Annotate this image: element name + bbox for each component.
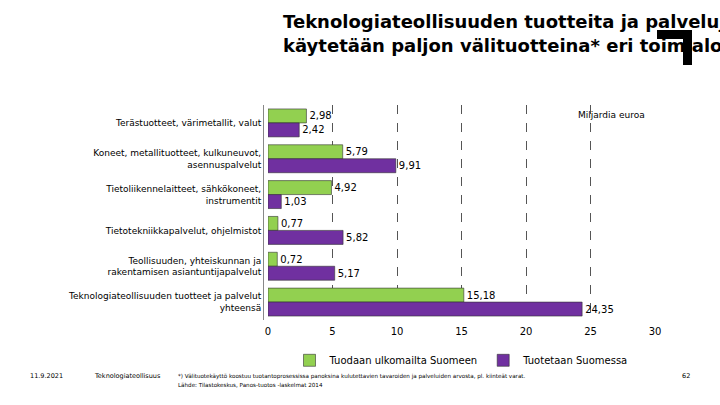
svg-text:5,82: 5,82 [346,232,368,243]
svg-text:0: 0 [265,326,271,337]
svg-text:Lähde: Tilastokeskus, Panos-tu: Lähde: Tilastokeskus, Panos-tuotos -lask… [178,382,323,388]
svg-text:30: 30 [649,326,662,337]
svg-text:10: 10 [391,326,404,337]
svg-text:Tietoliikennelaitteet, sähköko: Tietoliikennelaitteet, sähkökoneet,instr… [105,184,261,206]
svg-text:62: 62 [682,372,690,380]
svg-text:Teknologiateollisuus: Teknologiateollisuus [94,372,161,380]
svg-text:Koneet, metallituotteet, kulku: Koneet, metallituotteet, kulkuneuvot,ase… [93,148,261,170]
svg-text:5: 5 [329,326,335,337]
svg-text:Teknologiateollisuuden tuottee: Teknologiateollisuuden tuotteet ja palve… [68,291,262,313]
svg-text:5,17: 5,17 [338,268,360,279]
svg-text:5,79: 5,79 [346,146,368,157]
svg-text:11.9.2021: 11.9.2021 [30,372,63,380]
svg-text:15,18: 15,18 [467,290,496,301]
svg-text:15: 15 [455,326,468,337]
svg-text:Tuodaan ulkomailta Suomeen: Tuodaan ulkomailta Suomeen [329,355,478,366]
svg-text:9,91: 9,91 [399,160,421,171]
svg-text:Teknologiateollisuuden tuottei: Teknologiateollisuuden tuotteita ja palv… [283,11,720,55]
svg-text:2,98: 2,98 [309,110,331,121]
svg-text:Tietotekniikkapalvelut, ohjelm: Tietotekniikkapalvelut, ohjelmistot [105,226,262,236]
svg-text:1,03: 1,03 [284,196,306,207]
svg-text:4,92: 4,92 [334,182,356,193]
svg-text:Miljardia euroa: Miljardia euroa [578,110,645,120]
svg-text:20: 20 [520,326,533,337]
svg-text:0,72: 0,72 [280,254,302,265]
svg-text:24,35: 24,35 [585,304,614,315]
svg-text:Teollisuuden, yhteiskunnan jar: Teollisuuden, yhteiskunnan jarakentamise… [108,256,262,278]
svg-text:Tuotetaan Suomessa: Tuotetaan Suomessa [522,355,627,366]
svg-text:2,42: 2,42 [302,124,324,135]
svg-text:0,77: 0,77 [281,218,303,229]
svg-text:*) Välituotekäyttö koostuu tuo: *) Välituotekäyttö koostuu tuotantoprose… [178,373,526,380]
svg-text:25: 25 [584,326,597,337]
svg-text:Terästuotteet, värimetallit, v: Terästuotteet, värimetallit, valut [115,118,262,128]
